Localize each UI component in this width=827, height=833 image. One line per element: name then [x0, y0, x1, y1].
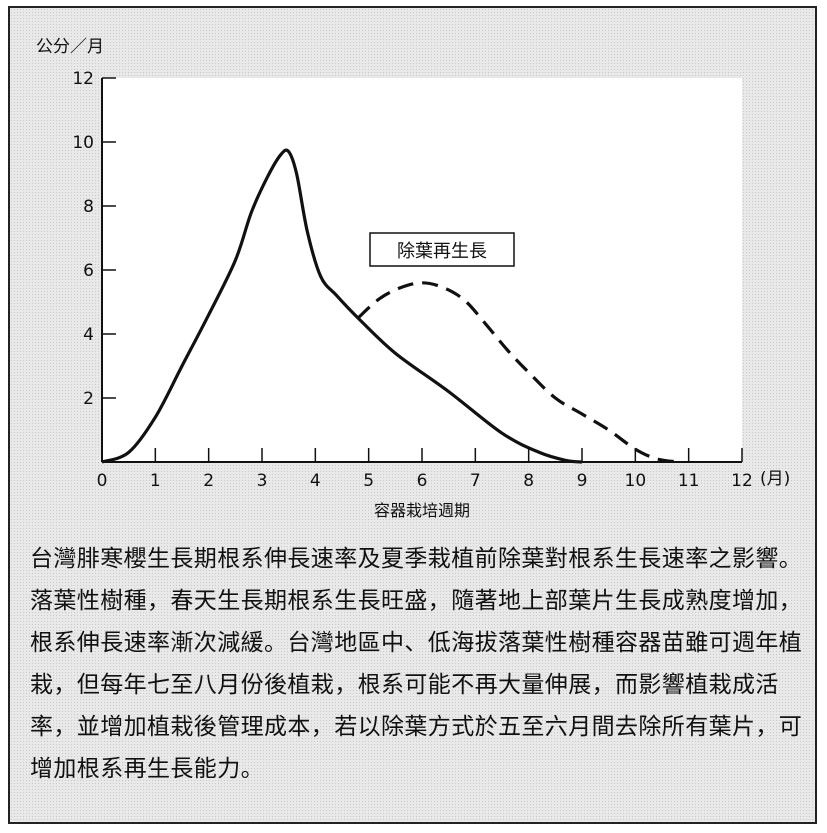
figure-caption: 台灣腓寒櫻生長期根系伸長速率及夏季栽植前除葉對根系生長速率之影響。落葉性樹種，春…: [30, 546, 803, 782]
x-tick-label: 11: [678, 471, 700, 491]
line-chart: 公分／月 容器栽培週期 (月) 0 1 2 3 4 5 6 7 8 9 10 11 1224681012…: [36, 37, 790, 520]
x-tick-label: 3: [257, 471, 268, 491]
annotation-label: 除葉再生長: [397, 241, 487, 262]
x-tick-label: 2: [203, 471, 214, 491]
figure-frame: 公分／月 容器栽培週期 (月) 0 1 2 3 4 5 6 7 8 9 10 11 12 2 4 6 8 10 12…: [8, 6, 817, 824]
y-tick-label: 4: [83, 325, 94, 345]
x-axis-unit: (月): [760, 469, 790, 489]
x-tick-label: 10: [625, 471, 647, 491]
x-tick-label: 0: [97, 471, 108, 491]
dashed-series-line: [356, 281, 679, 464]
x-tick-label: 5: [363, 471, 374, 491]
x-tick-label: 1: [150, 471, 161, 491]
annotation-box: 除葉再生長: [369, 232, 515, 267]
x-tick-label: 8: [523, 471, 534, 491]
x-tick-label: 12: [731, 471, 753, 491]
y-tick-label: 8: [83, 197, 94, 217]
x-tick-label: 7: [470, 471, 481, 491]
x-tick-label: 4: [310, 471, 321, 491]
y-tick-label: 2: [83, 389, 94, 409]
x-axis-label: 容器栽培週期: [374, 501, 470, 520]
plot-area: [102, 78, 742, 462]
y-tick-label: 12: [72, 69, 94, 89]
solid-series-line: [101, 148, 583, 464]
y-axis-label: 公分／月: [36, 37, 104, 57]
y-tick-label: 6: [83, 261, 94, 281]
y-tick-label: 10: [72, 133, 94, 153]
x-tick-label: 6: [417, 471, 428, 491]
x-tick-label: 9: [577, 471, 588, 491]
